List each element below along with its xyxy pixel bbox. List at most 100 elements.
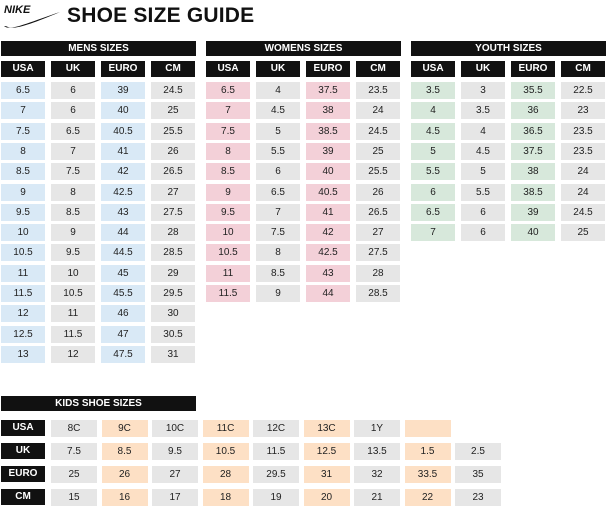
youth-cell: 3.5 bbox=[461, 102, 505, 120]
mens-cell: 47 bbox=[101, 325, 145, 343]
mens-cell: 41 bbox=[101, 142, 145, 160]
kids-cell bbox=[404, 420, 451, 437]
youth-cell: 4.5 bbox=[411, 122, 455, 140]
mens-cell: 11 bbox=[51, 305, 95, 323]
youth-cell: 36 bbox=[511, 102, 555, 120]
mens-cell: 26.5 bbox=[151, 163, 195, 181]
youth-column-header: EURO bbox=[511, 61, 555, 77]
womens-cell: 6 bbox=[256, 163, 300, 181]
youth-section-title: YOUTH SIZES bbox=[411, 41, 606, 56]
womens-cell: 11 bbox=[206, 264, 250, 282]
mens-cell: 28.5 bbox=[151, 244, 195, 262]
womens-cell: 7.5 bbox=[206, 122, 250, 140]
womens-column-header: EURO bbox=[306, 61, 350, 77]
kids-cell: 13C bbox=[303, 420, 350, 437]
womens-cell: 26.5 bbox=[356, 203, 400, 221]
youth-cell: 23 bbox=[561, 102, 605, 120]
kids-cell: 16 bbox=[101, 489, 148, 506]
youth-cell: 6 bbox=[461, 203, 505, 221]
mens-cell: 24.5 bbox=[151, 82, 195, 99]
mens-cell: 6.5 bbox=[1, 82, 45, 99]
womens-cell: 40 bbox=[306, 163, 350, 181]
womens-cell: 4 bbox=[256, 82, 300, 99]
youth-cell: 6 bbox=[461, 224, 505, 242]
kids-cell: 1.5 bbox=[404, 443, 451, 460]
mens-cell: 40.5 bbox=[101, 122, 145, 140]
mens-cell: 7 bbox=[1, 102, 45, 120]
youth-column-header: USA bbox=[411, 61, 455, 77]
youth-cell: 7 bbox=[411, 224, 455, 242]
kids-cell: 12C bbox=[253, 420, 299, 437]
kids-cell: 33.5 bbox=[404, 466, 451, 483]
womens-cell: 24 bbox=[356, 102, 400, 120]
youth-cell: 6.5 bbox=[411, 203, 455, 221]
womens-cell: 5 bbox=[256, 122, 300, 140]
mens-cell: 9 bbox=[1, 183, 45, 201]
mens-column-header: USA bbox=[1, 61, 45, 77]
womens-cell: 38.5 bbox=[306, 122, 350, 140]
womens-cell: 7 bbox=[256, 203, 300, 221]
mens-cell: 45.5 bbox=[101, 285, 145, 302]
womens-section-title: WOMENS SIZES bbox=[206, 41, 401, 56]
mens-cell: 40 bbox=[101, 102, 145, 120]
kids-cell: 15 bbox=[51, 489, 97, 506]
womens-cell: 8 bbox=[256, 244, 300, 262]
mens-cell: 7 bbox=[51, 142, 95, 160]
mens-cell: 12.5 bbox=[1, 325, 45, 343]
womens-cell: 9 bbox=[206, 183, 250, 201]
womens-cell: 41 bbox=[306, 203, 350, 221]
mens-cell: 6 bbox=[51, 82, 95, 99]
mens-cell: 31 bbox=[151, 345, 195, 363]
mens-cell: 27 bbox=[151, 183, 195, 201]
kids-row-label: UK bbox=[1, 443, 45, 459]
womens-cell: 38 bbox=[306, 102, 350, 120]
womens-cell: 10 bbox=[206, 224, 250, 242]
mens-cell: 44.5 bbox=[101, 244, 145, 262]
kids-cell: 22 bbox=[404, 489, 451, 506]
youth-cell: 4 bbox=[461, 122, 505, 140]
mens-cell: 47.5 bbox=[101, 345, 145, 363]
womens-cell: 9.5 bbox=[206, 203, 250, 221]
kids-section-title: KIDS SHOE SIZES bbox=[1, 396, 196, 411]
mens-cell: 25 bbox=[151, 102, 195, 120]
youth-cell: 3 bbox=[461, 82, 505, 99]
kids-cell: 12.5 bbox=[303, 443, 350, 460]
womens-cell: 25 bbox=[356, 142, 400, 160]
mens-cell: 26 bbox=[151, 142, 195, 160]
youth-cell: 39 bbox=[511, 203, 555, 221]
kids-row-label: CM bbox=[1, 489, 45, 505]
mens-cell: 12 bbox=[1, 305, 45, 323]
kids-cell: 9.5 bbox=[152, 443, 198, 460]
kids-cell: 11.5 bbox=[253, 443, 299, 460]
womens-cell: 7 bbox=[206, 102, 250, 120]
kids-cell: 2.5 bbox=[455, 443, 501, 460]
womens-cell: 42.5 bbox=[306, 244, 350, 262]
youth-column-header: UK bbox=[461, 61, 505, 77]
womens-cell: 5.5 bbox=[256, 142, 300, 160]
mens-cell: 9 bbox=[51, 224, 95, 242]
womens-cell: 44 bbox=[306, 285, 350, 302]
kids-cell: 11C bbox=[202, 420, 249, 437]
mens-cell: 39 bbox=[101, 82, 145, 99]
youth-cell: 38.5 bbox=[511, 183, 555, 201]
youth-cell: 25 bbox=[561, 224, 605, 242]
mens-cell: 8 bbox=[1, 142, 45, 160]
womens-cell: 6.5 bbox=[256, 183, 300, 201]
kids-row-label: EURO bbox=[1, 466, 45, 482]
page-title: SHOE SIZE GUIDE bbox=[67, 4, 255, 27]
mens-cell: 30.5 bbox=[151, 325, 195, 343]
mens-cell: 42.5 bbox=[101, 183, 145, 201]
kids-cell: 1Y bbox=[354, 420, 400, 437]
womens-cell: 25.5 bbox=[356, 163, 400, 181]
womens-cell: 28.5 bbox=[356, 285, 400, 302]
womens-cell: 4.5 bbox=[256, 102, 300, 120]
womens-cell: 10.5 bbox=[206, 244, 250, 262]
womens-cell: 8.5 bbox=[206, 163, 250, 181]
womens-cell: 37.5 bbox=[306, 82, 350, 99]
youth-cell: 6 bbox=[411, 183, 455, 201]
womens-cell: 8.5 bbox=[256, 264, 300, 282]
kids-cell: 25 bbox=[51, 466, 97, 483]
mens-cell: 11.5 bbox=[51, 325, 95, 343]
mens-section-title: MENS SIZES bbox=[1, 41, 196, 56]
mens-column-header: EURO bbox=[101, 61, 145, 77]
